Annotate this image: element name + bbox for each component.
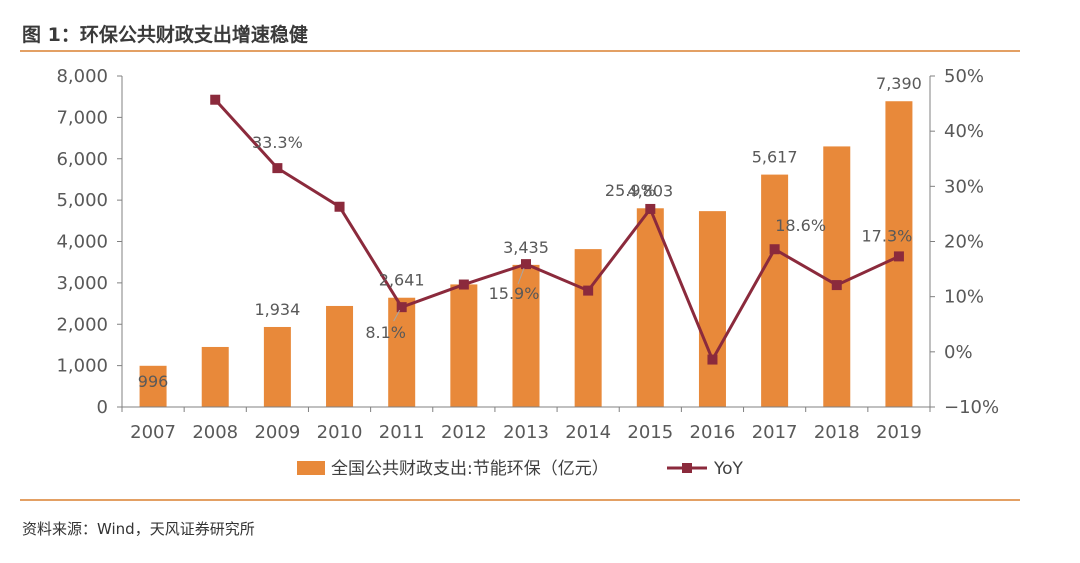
line-series: [210, 94, 904, 365]
right-tick-label: −10%: [944, 397, 999, 418]
x-tick-label: 2016: [690, 422, 736, 443]
line-label-2011: 8.1%: [365, 323, 406, 342]
left-tick-label: 3,000: [56, 273, 108, 294]
left-tick-label: 0: [97, 397, 108, 418]
yoy-marker-2019: [893, 251, 904, 262]
bar-2015: [636, 208, 664, 407]
bar-2018: [823, 146, 851, 407]
x-tick-label: 2019: [876, 422, 922, 443]
right-tick-label: 0%: [944, 342, 973, 363]
top-rule: [20, 50, 1020, 52]
right-tick-label: 30%: [944, 176, 984, 197]
bar-2013: [512, 264, 540, 407]
x-tick-label: 2013: [503, 422, 549, 443]
x-tick-label: 2014: [565, 422, 611, 443]
x-tick-label: 2007: [130, 422, 176, 443]
right-tick-label: 20%: [944, 232, 984, 253]
x-tick-label: 2008: [192, 422, 238, 443]
right-tick-label: 10%: [944, 287, 984, 308]
left-tick-label: 1,000: [56, 356, 108, 377]
data-labels: 996 1,934 2,641 3,435 4,803 5,617 7,390 33.3% 8.…: [138, 74, 922, 391]
left-tick-label: 5,000: [56, 190, 108, 211]
bar-2017: [761, 174, 789, 407]
bar-2007: [139, 365, 167, 407]
yoy-marker-2014: [583, 285, 594, 296]
bar-series: [139, 101, 913, 408]
yoy-marker-2010: [334, 201, 345, 212]
bar-label-2015: 4,803: [627, 181, 673, 200]
legend-bar-swatch: [297, 461, 325, 475]
bar-label-2019: 7,390: [876, 74, 922, 93]
bar-2010: [326, 305, 354, 407]
figure-title: 图 1：环保公共财政支出增速稳健: [22, 24, 308, 46]
bar-2016: [698, 211, 726, 407]
bar-2012: [450, 284, 478, 407]
line-label-2015: 25.9%: [605, 181, 656, 200]
left-tick-label: 4,000: [56, 232, 108, 253]
yoy-marker-2017: [769, 244, 780, 255]
bar-2011: [388, 297, 416, 407]
source-note: 资料来源：Wind，天风证券研究所: [22, 520, 255, 538]
yoy-marker-2009: [272, 163, 283, 174]
x-tick-label: 2018: [814, 422, 860, 443]
axes: 0 1,000 2,000 3,000 4,000 5,000 6,000 7,000 8,00…: [56, 66, 999, 443]
x-tick-label: 2011: [379, 422, 425, 443]
yoy-marker-2013: [521, 259, 531, 270]
x-tick-label: 2010: [317, 422, 363, 443]
left-tick-label: 8,000: [56, 66, 108, 87]
left-tick-label: 2,000: [56, 314, 108, 335]
left-tick-label: 7,000: [56, 107, 108, 128]
bar-2008: [201, 346, 229, 407]
x-tick-label: 2012: [441, 422, 487, 443]
legend: 全国公共财政支出:节能环保（亿元） YoY: [297, 459, 744, 479]
yoy-marker-2018: [831, 280, 842, 291]
legend-bar-label: 全国公共财政支出:节能环保（亿元）: [331, 459, 609, 479]
combo-chart: 0 1,000 2,000 3,000 4,000 5,000 6,000 7,000 8,00…: [56, 66, 999, 479]
yoy-line: [214, 98, 900, 363]
x-tick-label: 2017: [752, 422, 798, 443]
bar-2014: [574, 249, 602, 407]
right-tick-label: 50%: [944, 66, 984, 87]
bar-label-2013: 3,435: [503, 238, 549, 257]
bar-label-2009: 1,934: [254, 300, 300, 319]
yoy-marker-2015: [645, 203, 656, 214]
yoy-marker-2016: [707, 354, 718, 365]
bar-label-2017: 5,617: [752, 148, 798, 167]
bar-2009: [263, 326, 291, 407]
yoy-marker-2012: [458, 279, 469, 290]
right-tick-label: 40%: [944, 121, 984, 142]
line-label-2009: 33.3%: [252, 133, 303, 152]
bar-label-2011: 2,641: [379, 271, 425, 290]
line-label-2017: 18.6%: [775, 216, 826, 235]
line-label-2013: 15.9%: [489, 284, 540, 303]
x-tick-label: 2015: [627, 422, 673, 443]
bar-label-2007: 996: [138, 372, 169, 391]
legend-line-label: YoY: [713, 459, 744, 479]
legend-line-marker: [682, 463, 692, 473]
yoy-marker-2011: [396, 302, 407, 313]
label-leader-2011: [393, 309, 401, 322]
bottom-rule: [20, 499, 1020, 501]
label-leader-2013: [517, 267, 525, 285]
x-tick-label: 2009: [254, 422, 300, 443]
line-label-2019: 17.3%: [862, 226, 913, 245]
left-tick-label: 6,000: [56, 149, 108, 170]
yoy-marker-2008: [210, 94, 221, 105]
